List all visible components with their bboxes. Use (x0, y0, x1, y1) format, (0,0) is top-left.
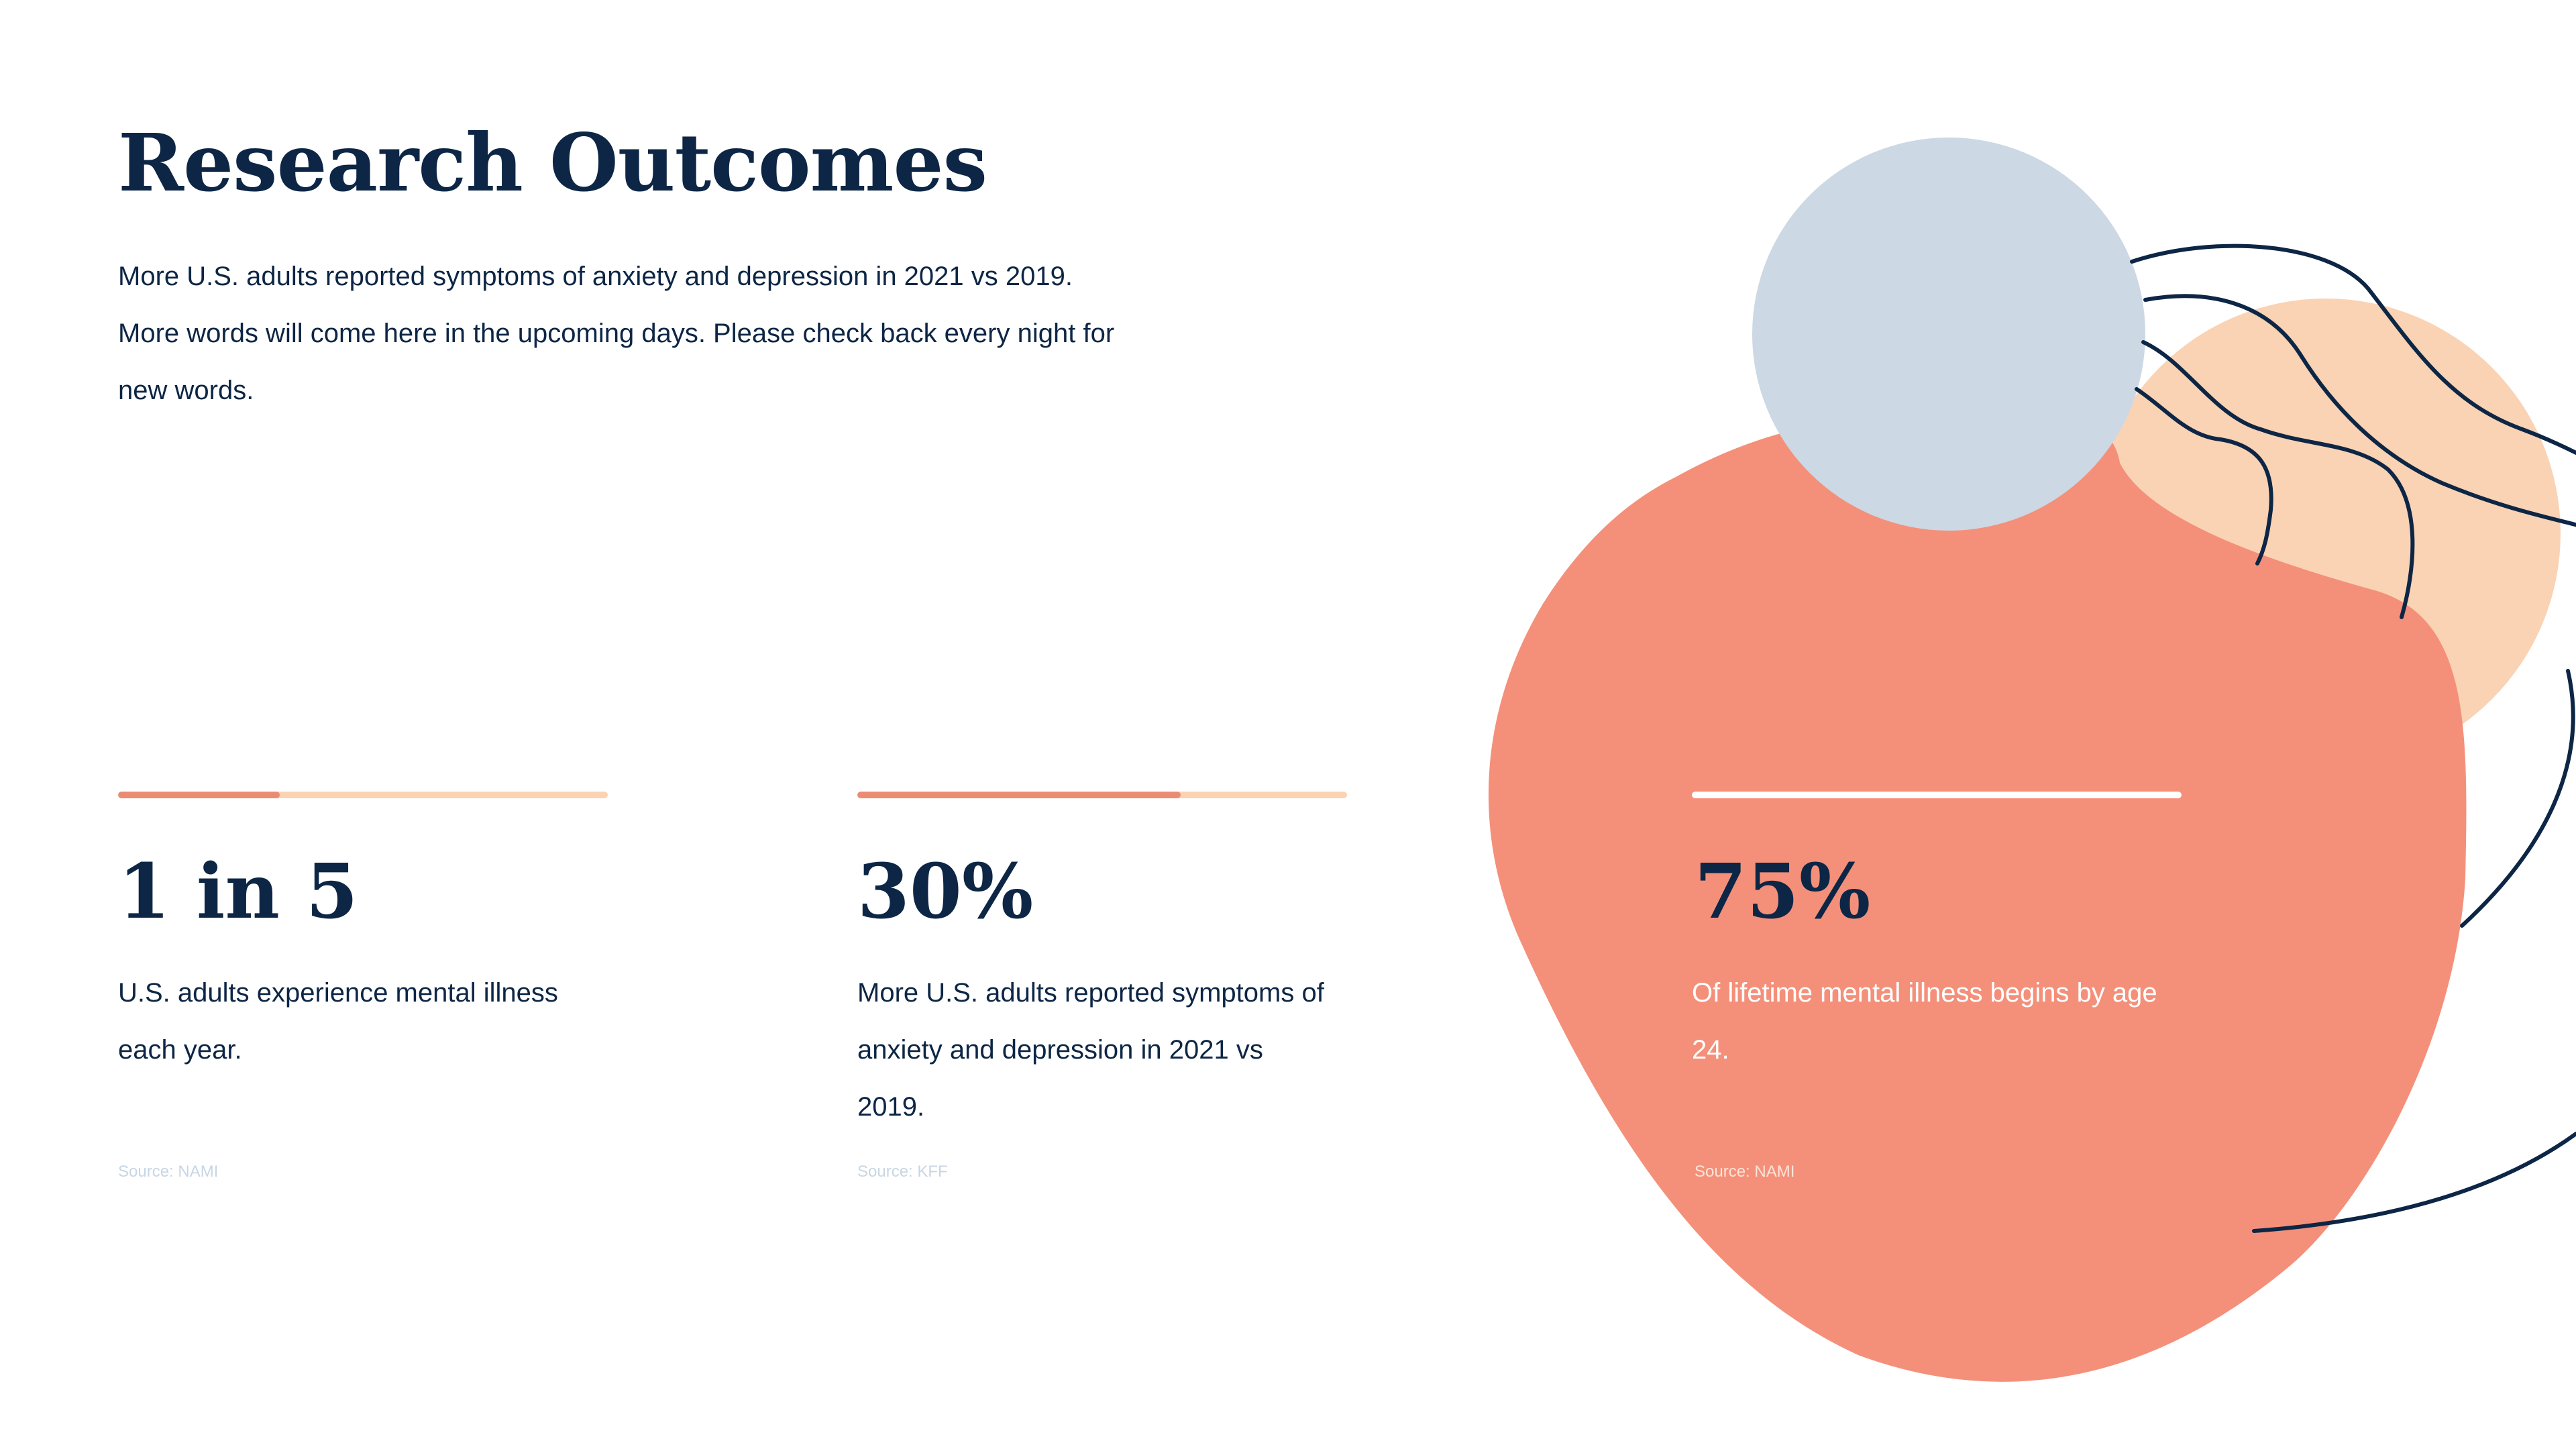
stat-card-2: 30% More U.S. adults reported symptoms o… (857, 792, 1347, 1181)
light-blue-circle (1752, 138, 2145, 531)
progress-bar (857, 792, 1347, 798)
stat-value: 30% (857, 848, 1034, 936)
stat-source: Source: NAMI (118, 1163, 219, 1181)
progress-bar-fill (857, 792, 1181, 798)
stat-description: More U.S. adults reported symptoms of an… (857, 978, 1324, 1122)
intro-paragraph: More U.S. adults reported symptoms of an… (118, 262, 1115, 405)
stat-value: 1 in 5 (118, 848, 358, 936)
page-title: Research Outcomes (118, 116, 987, 209)
progress-bar (118, 792, 608, 798)
stat-source: Source: KFF (857, 1163, 948, 1181)
stat-card-1: 1 in 5 U.S. adults experience mental ill… (118, 792, 608, 1181)
stat-description: U.S. adults experience mental illness ea… (118, 978, 558, 1065)
stat-description: Of lifetime mental illness begins by age… (1692, 978, 2157, 1065)
wavy-lines (2130, 244, 2576, 1233)
stat-value: 75% (1695, 848, 1871, 936)
stat-source: Source: NAMI (1695, 1163, 1795, 1181)
coral-blob (1488, 393, 2467, 1382)
progress-bar-fill (118, 792, 280, 798)
divider-bar (1692, 792, 2182, 798)
stat-card-3: 75% Of lifetime mental illness begins by… (1692, 792, 2182, 1181)
